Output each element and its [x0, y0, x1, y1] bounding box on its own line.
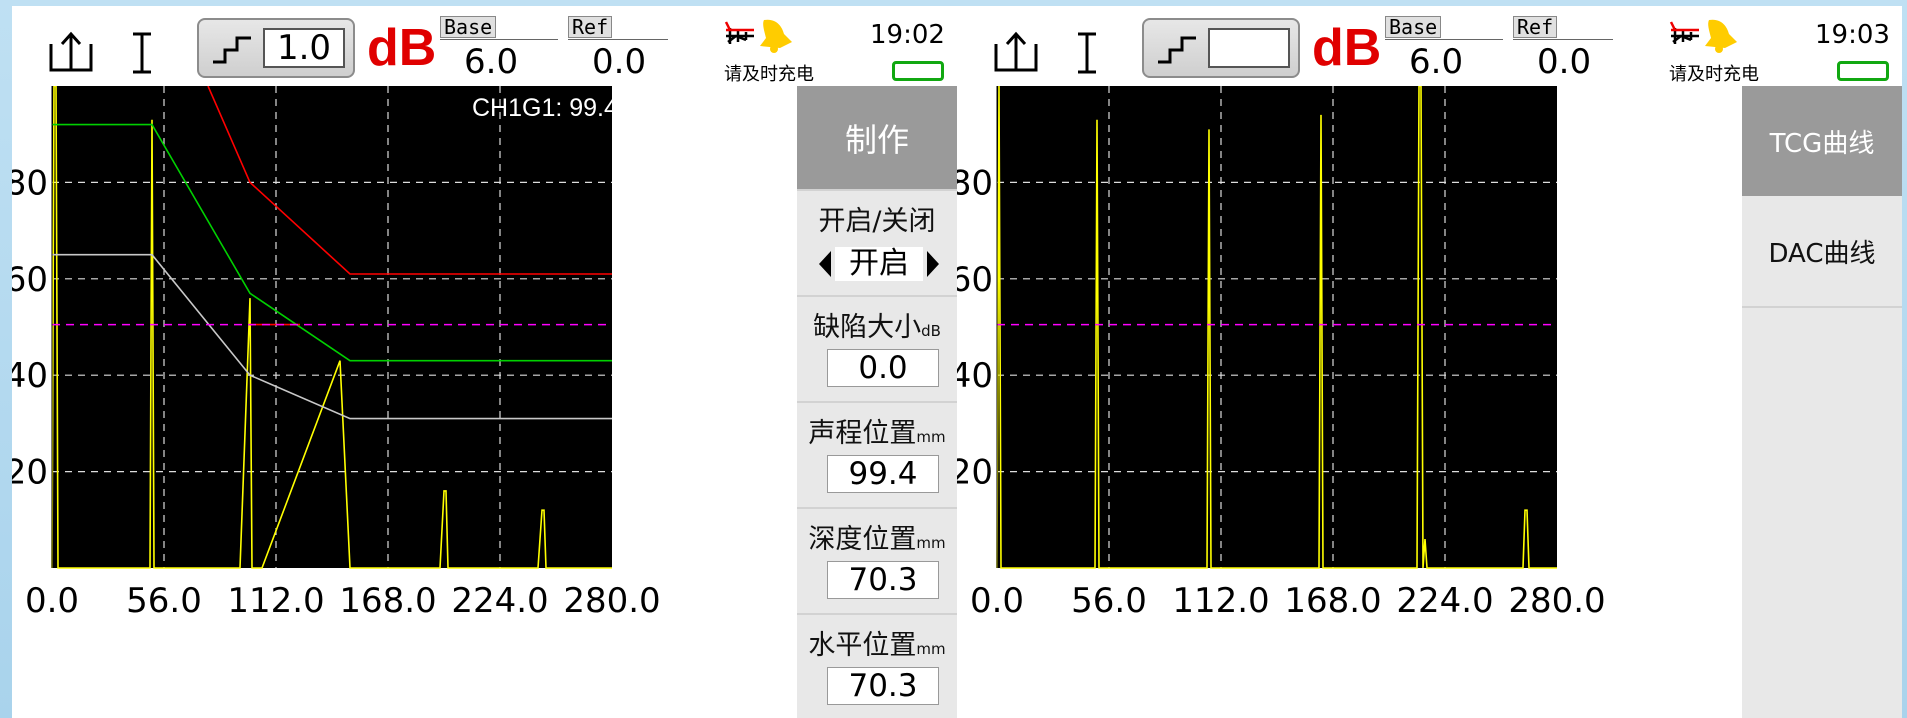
base-label: Base [1385, 16, 1442, 38]
top-status-bar: dB Base 6.0 Ref 0.0 请及时充电 19:03 [957, 6, 1902, 86]
menu-dac-curve[interactable]: DAC曲线 [1742, 196, 1902, 308]
ref-value[interactable]: 0.0 [592, 42, 647, 82]
chevron-right-icon[interactable] [927, 251, 939, 277]
menu-horizontal-position[interactable]: 水平位置mm 70.3 [797, 615, 957, 718]
gain-step-box[interactable]: 1.0 [197, 18, 355, 78]
plot-background [52, 86, 612, 568]
series-dac-green [52, 123, 612, 362]
base-label: Base [440, 16, 497, 38]
gain-step-icon [213, 36, 251, 64]
path-unit: mm [916, 428, 946, 446]
right-screen: dB Base 6.0 Ref 0.0 请及时充电 19:03 0.0 56.0 1… [957, 6, 1902, 718]
alarm-bell-icon [724, 19, 792, 53]
path-label-text: 声程位置 [808, 418, 917, 449]
onoff-value: 开启 [835, 247, 923, 281]
gain-step-box[interactable] [1142, 18, 1300, 78]
probe-icon[interactable] [48, 30, 94, 76]
series-dac-red [207, 86, 612, 275]
series-echo [51, 86, 612, 569]
ref-underline [1513, 39, 1613, 40]
x-tick-label: 280.0 [1508, 581, 1605, 621]
x-tick-label: 56.0 [126, 581, 202, 621]
y-tick-label: 40 [12, 356, 48, 396]
onoff-selector[interactable]: 开启 [819, 247, 939, 281]
x-tick-label: 168.0 [1284, 581, 1381, 621]
a-scan-plot[interactable]: 0.0 56.0 112.0 168.0 224.0 280.0 20 40 60 80 CH1G… [12, 86, 797, 718]
x-tick-label: 112.0 [1172, 581, 1269, 621]
ref-value[interactable]: 0.0 [1537, 42, 1592, 82]
depth-unit: mm [916, 534, 946, 552]
y-tick-label: 60 [12, 260, 48, 300]
y-tick-label: 80 [12, 163, 48, 203]
clock: 19:03 [1815, 20, 1890, 50]
y-tick-label: 80 [957, 163, 993, 203]
x-tick-label: 56.0 [1071, 581, 1147, 621]
ref-label: Ref [568, 16, 613, 38]
horiz-unit: mm [916, 640, 946, 658]
plot-background [997, 86, 1557, 568]
menu-depth-position[interactable]: 深度位置mm 70.3 [797, 509, 957, 615]
series-echo [996, 86, 1557, 569]
menu-tcg-curve[interactable]: TCG曲线 [1742, 86, 1902, 196]
charge-warning: 请及时充电 [1669, 64, 1759, 85]
menu-path-position[interactable]: 声程位置mm 99.4 [797, 403, 957, 509]
defect-label: 缺陷大小dB [797, 305, 957, 344]
onoff-label: 开启/关闭 [818, 206, 936, 237]
x-tick-label: 0.0 [25, 581, 79, 621]
base-value[interactable]: 6.0 [464, 42, 519, 82]
x-tick-label: 224.0 [451, 581, 548, 621]
battery-icon [1837, 61, 1889, 81]
gain-step-value: 1.0 [263, 28, 345, 68]
clock: 19:02 [870, 20, 945, 50]
menu-onoff[interactable]: 开启/关闭 开启 [797, 191, 957, 297]
base-value[interactable]: 6.0 [1409, 42, 1464, 82]
a-scan-chart[interactable]: 0.0 56.0 112.0 168.0 224.0 280.0 20 40 60 80 [12, 86, 797, 718]
ref-underline [568, 39, 668, 40]
alarm-bell-icon [1669, 19, 1737, 53]
x-tick-label: 280.0 [563, 581, 660, 621]
horiz-label: 水平位置mm [797, 623, 957, 662]
ref-label: Ref [1513, 16, 1558, 38]
x-tick-label: 112.0 [227, 581, 324, 621]
a-scan-chart[interactable]: 0.0 56.0 112.0 168.0 224.0 280.0 20 40 60 80 [957, 86, 1742, 718]
top-status-bar: 1.0 dB Base 6.0 Ref 0.0 请及时充电 19:02 [12, 6, 957, 86]
depth-label-text: 深度位置 [808, 524, 917, 555]
chevron-left-icon[interactable] [819, 251, 831, 277]
db-label: dB [367, 19, 437, 77]
depth-value-field[interactable]: 70.3 [827, 561, 939, 599]
cursor-readout: CH1G1: 99.4, 56.2 [472, 94, 681, 122]
y-tick-label: 20 [957, 453, 993, 493]
path-value-field[interactable]: 99.4 [827, 455, 939, 493]
probe-icon[interactable] [993, 30, 1039, 76]
cursor-icon[interactable] [130, 30, 154, 76]
x-tick-label: 0.0 [970, 581, 1024, 621]
right-menu-panel: 制作 开启/关闭 开启 缺陷大小dB 0.0 声程位置mm 99.4 深度位置m… [797, 86, 957, 718]
menu-make-button[interactable]: 制作 [797, 86, 957, 191]
depth-label: 深度位置mm [797, 517, 957, 556]
path-label: 声程位置mm [797, 411, 957, 450]
horiz-label-text: 水平位置 [808, 630, 917, 661]
x-tick-label: 224.0 [1396, 581, 1493, 621]
y-tick-label: 20 [12, 453, 48, 493]
series-dac-white [52, 253, 612, 420]
cursor-icon[interactable] [1075, 30, 1099, 76]
defect-value-field[interactable]: 0.0 [827, 349, 939, 387]
y-tick-label: 60 [957, 260, 993, 300]
base-underline [1385, 39, 1503, 40]
horiz-value-field[interactable]: 70.3 [827, 667, 939, 705]
gain-step-value [1208, 28, 1290, 68]
x-tick-label: 168.0 [339, 581, 436, 621]
battery-icon [892, 61, 944, 81]
db-label: dB [1312, 19, 1382, 77]
defect-unit: dB [921, 322, 941, 340]
right-menu-panel: TCG曲线 DAC曲线 [1742, 86, 1902, 718]
base-underline [440, 39, 558, 40]
a-scan-plot[interactable]: 0.0 56.0 112.0 168.0 224.0 280.0 20 40 60 80 [957, 86, 1742, 718]
defect-label-text: 缺陷大小 [813, 312, 922, 343]
charge-warning: 请及时充电 [724, 64, 814, 85]
y-tick-label: 40 [957, 356, 993, 396]
gain-step-icon [1158, 36, 1196, 64]
left-screen: 1.0 dB Base 6.0 Ref 0.0 请及时充电 19:02 0.0 5… [12, 6, 957, 718]
menu-defect-size[interactable]: 缺陷大小dB 0.0 [797, 297, 957, 403]
